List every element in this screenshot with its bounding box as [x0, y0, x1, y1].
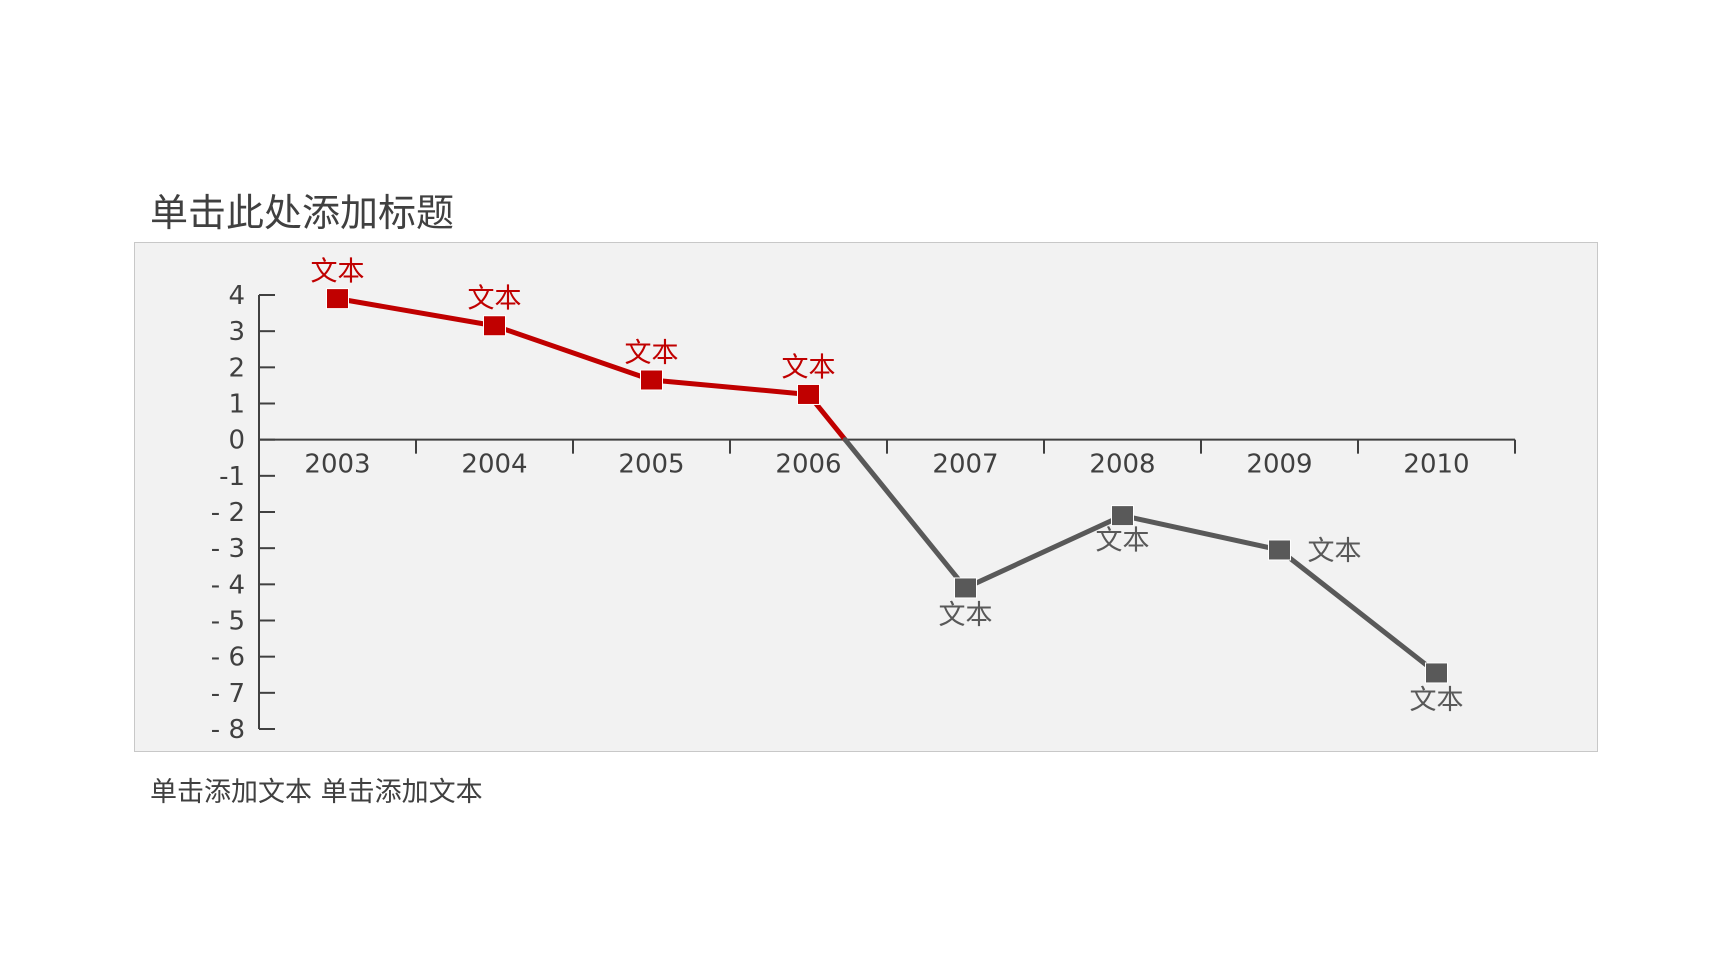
data-label: 文本 [1096, 526, 1150, 557]
data-label: 文本 [939, 600, 993, 631]
chart-panel: 4 3 2 1 0 -1 - 2 - 3 - 4 - 5 - 6 - 7 - 8 2003 2004 2005… [134, 242, 1598, 752]
y-tick-label: - 3 [211, 534, 245, 564]
y-tick-label: 3 [228, 317, 245, 347]
series-line-segment [1277, 547, 1439, 676]
x-tick-label: 2005 [618, 450, 684, 480]
data-label: 文本 [625, 338, 679, 369]
x-tick-label: 2007 [932, 450, 998, 480]
series-line-segment [963, 513, 1125, 591]
series-line-segment [649, 377, 811, 397]
series-line-segment [842, 437, 968, 591]
x-tick-label: 2008 [1089, 450, 1155, 480]
y-tick-label: 1 [228, 390, 245, 420]
slide-title[interactable]: 单击此处添加标题 [150, 191, 455, 235]
data-label: 文本 [468, 284, 522, 315]
data-point-marker [954, 577, 977, 599]
series-line-segment [1120, 513, 1282, 553]
series-line-segment [335, 296, 497, 329]
y-tick-label: - 2 [211, 498, 245, 528]
y-tick-label: -1 [219, 462, 245, 492]
line-chart: 4 3 2 1 0 -1 - 2 - 3 - 4 - 5 - 6 - 7 - 8 2003 2004 2005… [211, 257, 1516, 745]
data-point-marker [1425, 662, 1448, 684]
data-point-marker [797, 383, 820, 405]
data-point-marker [640, 369, 663, 391]
x-tick-label: 2006 [775, 450, 841, 480]
footnote-text[interactable]: 单击添加文本 单击添加文本 [150, 777, 483, 808]
y-tick-label: 0 [228, 426, 245, 456]
x-tick-label: 2004 [461, 450, 527, 480]
series-line-segment [492, 323, 654, 383]
data-point-marker [326, 288, 349, 310]
y-tick-label: - 4 [211, 570, 245, 600]
y-tick-label: 4 [228, 281, 245, 311]
y-tick-label: - 8 [211, 715, 245, 745]
data-label: 文本 [1308, 536, 1362, 567]
data-point-marker [1268, 539, 1291, 561]
data-label: 文本 [311, 257, 365, 288]
y-tick-label: - 5 [211, 607, 245, 637]
x-tick-label: 2009 [1246, 450, 1312, 480]
data-label: 文本 [782, 352, 836, 383]
data-point-marker [483, 315, 506, 337]
y-tick-label: 2 [228, 353, 245, 383]
y-tick-label: - 6 [211, 643, 245, 673]
y-tick-label: - 7 [211, 679, 245, 709]
x-tick-label: 2003 [304, 450, 370, 480]
data-point-marker [1111, 505, 1134, 527]
data-label: 文本 [1410, 685, 1464, 716]
x-tick-label: 2010 [1403, 450, 1469, 480]
